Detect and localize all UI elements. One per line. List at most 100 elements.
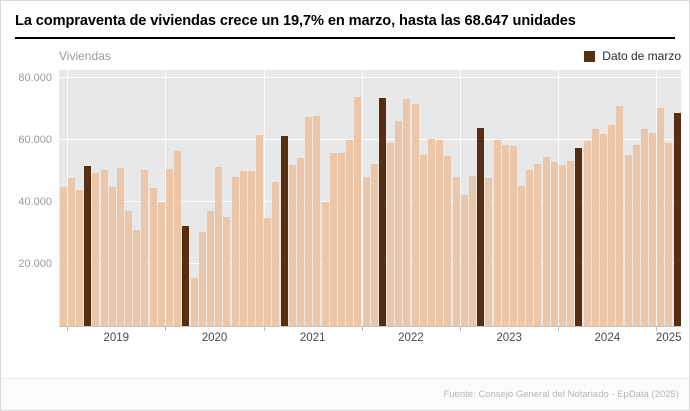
source-credit: Fuente: Consejo General del Notariado - … — [443, 389, 679, 400]
year-label: 2024 — [594, 332, 621, 345]
year-gridline — [558, 70, 560, 327]
footer: Fuente: Consejo General del Notariado - … — [1, 378, 689, 410]
bar — [444, 155, 452, 327]
bar — [550, 161, 558, 327]
bar — [632, 144, 640, 327]
bar — [75, 189, 83, 327]
year-label: 2019 — [103, 332, 130, 345]
legend: Dato de marzo — [584, 49, 681, 63]
bar — [346, 139, 354, 327]
bar — [452, 177, 460, 327]
gridline — [59, 200, 681, 202]
chart-header: Viviendas Dato de marzo — [7, 44, 681, 70]
axis-tick — [263, 327, 265, 332]
x-axis: 2019 2020 2021 2022 2023 2024 2025 — [59, 327, 682, 347]
bar — [223, 217, 231, 327]
bar-march — [673, 112, 681, 327]
bar — [387, 142, 395, 327]
bar — [493, 140, 501, 327]
year-gridline — [263, 70, 265, 327]
bar — [297, 158, 305, 327]
gridline — [59, 76, 681, 78]
bar — [657, 107, 665, 327]
chart-section: Viviendas Dato de marzo 20.000 40.000 60.0… — [1, 39, 689, 347]
bar — [108, 187, 116, 327]
bar — [337, 152, 345, 327]
bar — [403, 98, 411, 327]
bar — [305, 117, 313, 327]
bar — [624, 154, 632, 327]
bar — [272, 181, 280, 327]
bar — [125, 210, 133, 327]
bar — [157, 201, 165, 327]
bar — [198, 232, 206, 327]
bar — [591, 129, 599, 327]
bar — [190, 277, 198, 327]
bar — [256, 134, 264, 327]
year-gridline — [165, 70, 167, 327]
axis-tick — [361, 327, 363, 332]
bar — [239, 170, 247, 327]
bar-march — [84, 165, 92, 327]
bar — [133, 229, 141, 327]
bar — [411, 103, 419, 327]
bar-march — [575, 148, 583, 327]
year-label: 2025 — [655, 332, 682, 345]
bar — [247, 171, 255, 327]
page-title: La compraventa de viviendas crece un 19,… — [15, 13, 576, 29]
bar — [288, 165, 296, 327]
legend-march-swatch — [584, 50, 596, 62]
bar — [59, 186, 67, 327]
bar — [264, 218, 272, 327]
bar — [583, 141, 591, 327]
bar — [329, 152, 337, 327]
y-tick-label: 20.000 — [18, 258, 52, 271]
gridline — [59, 138, 681, 140]
bar — [174, 151, 182, 327]
plot-wrap: 2019 2020 2021 2022 2023 2024 2025 — [59, 70, 682, 347]
year-label: 2022 — [398, 332, 424, 345]
bar — [354, 96, 362, 327]
bar — [149, 188, 157, 327]
bar — [509, 146, 517, 327]
bar — [206, 211, 214, 327]
bar — [640, 128, 648, 327]
bar-march — [280, 135, 288, 327]
bar — [649, 133, 657, 327]
bar — [567, 161, 575, 327]
axis-tick — [656, 327, 658, 332]
bar — [542, 157, 550, 327]
bar — [559, 165, 567, 327]
bar — [518, 186, 526, 327]
bar — [665, 142, 673, 327]
axis-tick — [558, 327, 560, 332]
plot-area — [59, 70, 681, 328]
bar-march — [182, 225, 190, 327]
year-gridline — [361, 70, 363, 327]
bar — [501, 145, 509, 327]
year-label: 2021 — [299, 332, 326, 345]
year-label: 2020 — [201, 332, 228, 345]
bar — [215, 167, 223, 327]
bar — [370, 164, 378, 327]
bar — [100, 170, 108, 327]
bar-march — [477, 128, 485, 327]
y-axis-title: Viviendas — [59, 49, 111, 64]
bar — [608, 125, 616, 327]
chart-body: 20.000 40.000 60.000 80.000 2019 2020 2021 202… — [7, 70, 682, 347]
year-gridline — [656, 70, 658, 327]
bar — [485, 177, 493, 327]
y-tick-label: 80.000 — [18, 71, 52, 84]
gridline — [59, 263, 681, 265]
bar — [67, 178, 75, 327]
bar — [231, 177, 239, 327]
axis-tick — [165, 327, 167, 332]
bar — [141, 169, 149, 327]
bar — [166, 169, 174, 327]
bar — [362, 176, 370, 327]
axis-tick — [67, 327, 69, 332]
bar — [436, 139, 444, 327]
bar-march — [378, 98, 386, 327]
year-gridline — [67, 70, 69, 327]
